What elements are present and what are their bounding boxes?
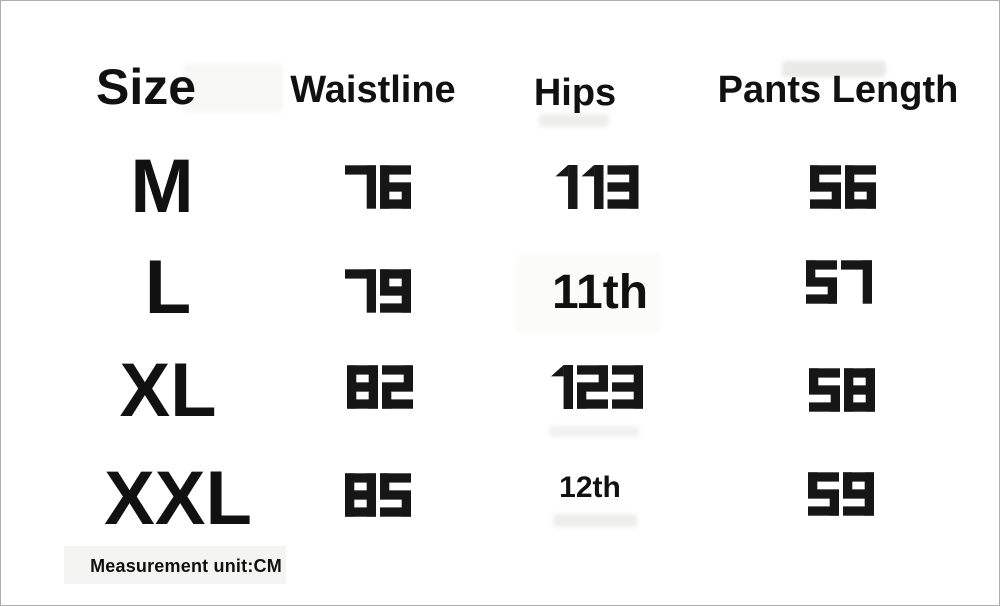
hips-value-m: [554, 165, 641, 209]
size-label-l: L: [144, 245, 192, 330]
size-label-m: M: [130, 144, 194, 229]
column-header-waistline: Waistline: [290, 69, 456, 111]
smudge-artifact: [183, 63, 283, 113]
column-header-size: Size: [95, 59, 197, 115]
smudge-artifact: [549, 426, 639, 437]
hips-value-xxl: 12th: [559, 471, 621, 504]
size-label-xl: XL: [119, 348, 217, 433]
hips-value-xl: [549, 365, 645, 409]
pants-length-value-xxl: [806, 472, 876, 516]
pants-length-value-l: [804, 260, 874, 304]
smudge-artifact: [782, 61, 886, 77]
waistline-value-xxl: [343, 473, 413, 517]
pants-length-value-m: [808, 165, 878, 209]
hips-value-l: 11th: [551, 266, 649, 319]
smudge-artifact: [517, 253, 661, 333]
smudge-artifact: [553, 514, 637, 527]
pants-length-value-xl: [807, 368, 877, 412]
size-label-xxl: XXL: [104, 456, 252, 541]
waistline-value-m: [343, 165, 413, 209]
measurement-unit-note: Measurement unit:CM: [90, 556, 282, 576]
smudge-artifact: [539, 114, 609, 127]
footnote-background-band: [64, 546, 286, 584]
column-header-hips: Hips: [533, 72, 617, 114]
waistline-value-xl: [345, 365, 415, 409]
column-header-pants-length: Pants Length: [717, 69, 959, 111]
waistline-value-l: [343, 269, 413, 313]
